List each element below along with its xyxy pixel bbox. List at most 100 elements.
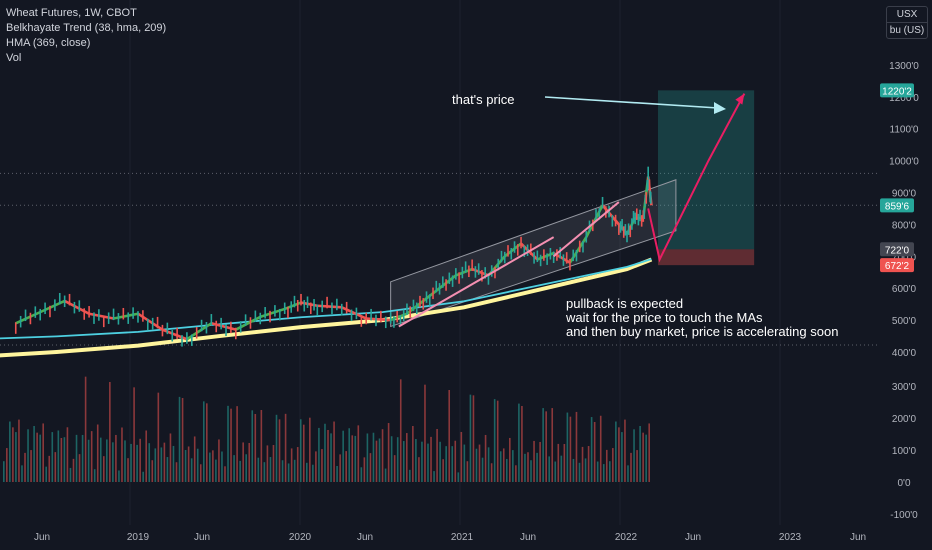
- label-arrow: [544, 96, 719, 109]
- x-tick-label: Jun: [520, 532, 536, 543]
- volume-bar: [639, 426, 641, 482]
- volume-bar: [357, 425, 360, 482]
- x-tick-label: Jun: [357, 532, 373, 543]
- projection-arrowhead: [735, 93, 745, 105]
- indicator-belkhayate[interactable]: Belkhayate Trend (38, hma, 209): [6, 22, 167, 34]
- volume-bar: [615, 421, 617, 482]
- volume-bar: [566, 412, 569, 482]
- symbol-title[interactable]: Wheat Futures, 1W, CBOT: [6, 7, 137, 19]
- volume-bar: [215, 459, 217, 482]
- vol-tick-label: 0'0: [897, 478, 910, 489]
- candle: [350, 309, 353, 322]
- volume-bar: [502, 448, 505, 482]
- candle: [336, 298, 338, 311]
- candle: [526, 244, 529, 256]
- candle: [578, 240, 581, 253]
- volume-bar: [396, 437, 399, 482]
- volume-bar: [339, 454, 341, 482]
- candle: [210, 314, 213, 326]
- candle: [195, 327, 198, 339]
- candle: [611, 215, 614, 227]
- volume-bar: [554, 461, 557, 482]
- volume-bar: [539, 441, 541, 482]
- volume-bar: [584, 458, 587, 482]
- x-tick-label: 2023: [779, 532, 802, 543]
- candle: [634, 212, 636, 225]
- candle: [39, 308, 41, 321]
- volume-bar: [272, 445, 275, 482]
- volume-bar: [460, 431, 463, 482]
- price-label-bg: [880, 83, 914, 98]
- volume-bar: [496, 400, 499, 482]
- candle: [49, 305, 51, 318]
- candle: [29, 312, 32, 325]
- volume-bar: [154, 448, 157, 482]
- annotation-pullback: pullback is expected wait for the price …: [566, 297, 838, 339]
- volume-bar: [63, 437, 66, 482]
- candle: [316, 304, 319, 316]
- indicator-hma[interactable]: HMA (369, close): [6, 37, 91, 49]
- y-tick-label: 1000'0: [889, 157, 919, 168]
- volume-bar: [290, 448, 293, 482]
- volume-bar: [487, 447, 490, 482]
- volume-bar: [181, 398, 184, 482]
- volume-bar: [466, 461, 469, 482]
- candle: [425, 291, 428, 303]
- candle: [132, 307, 134, 319]
- candle: [497, 258, 500, 271]
- unit-selector[interactable]: USX bu (US): [886, 6, 928, 39]
- candle: [520, 236, 522, 249]
- volume-bar: [524, 453, 526, 482]
- candle: [127, 312, 130, 324]
- candle: [186, 332, 188, 344]
- candle: [565, 252, 568, 264]
- candle: [34, 306, 37, 318]
- candle: [552, 251, 555, 263]
- volume-bar: [621, 432, 623, 482]
- volume-bar: [169, 433, 172, 482]
- trend-segment: [235, 315, 261, 331]
- candle: [474, 266, 477, 278]
- currency-label[interactable]: USX: [896, 9, 918, 20]
- candle: [190, 334, 193, 346]
- volume-bar: [81, 434, 84, 482]
- candle: [539, 254, 542, 267]
- volume-bar: [190, 458, 193, 482]
- volume-bar: [627, 465, 629, 482]
- volume-bar: [193, 436, 196, 482]
- candle: [575, 249, 578, 262]
- volume-bar: [99, 437, 102, 482]
- volume-bar: [548, 456, 550, 482]
- volume-bar: [475, 448, 478, 482]
- candle: [464, 261, 467, 273]
- indicator-volume[interactable]: Vol: [6, 52, 22, 64]
- candle: [455, 268, 457, 280]
- price-label: 672'2: [885, 261, 910, 272]
- candle: [458, 272, 460, 284]
- volume-bar: [551, 408, 554, 482]
- unit-label[interactable]: bu (US): [887, 22, 927, 38]
- volume-bar: [421, 441, 423, 482]
- volume-bar: [402, 441, 405, 482]
- volume-bar: [481, 457, 484, 482]
- price-label-bg: [880, 242, 914, 257]
- trend-segment: [64, 299, 90, 315]
- candle: [572, 249, 575, 262]
- trend-segment: [161, 328, 188, 341]
- volume-bar: [236, 406, 238, 482]
- volume-bar: [281, 460, 284, 482]
- candle: [608, 205, 610, 218]
- candle: [438, 283, 441, 295]
- volume-bar: [451, 446, 454, 482]
- candle: [406, 303, 408, 315]
- candle: [102, 315, 105, 328]
- candle: [171, 329, 174, 342]
- vol-tick-label: 200'0: [892, 414, 917, 425]
- candle: [632, 211, 635, 223]
- x-tick-label: 2022: [615, 532, 638, 543]
- candle: [220, 317, 222, 330]
- volume-bar: [448, 390, 451, 482]
- candle: [639, 209, 641, 222]
- volume-bar: [599, 415, 602, 482]
